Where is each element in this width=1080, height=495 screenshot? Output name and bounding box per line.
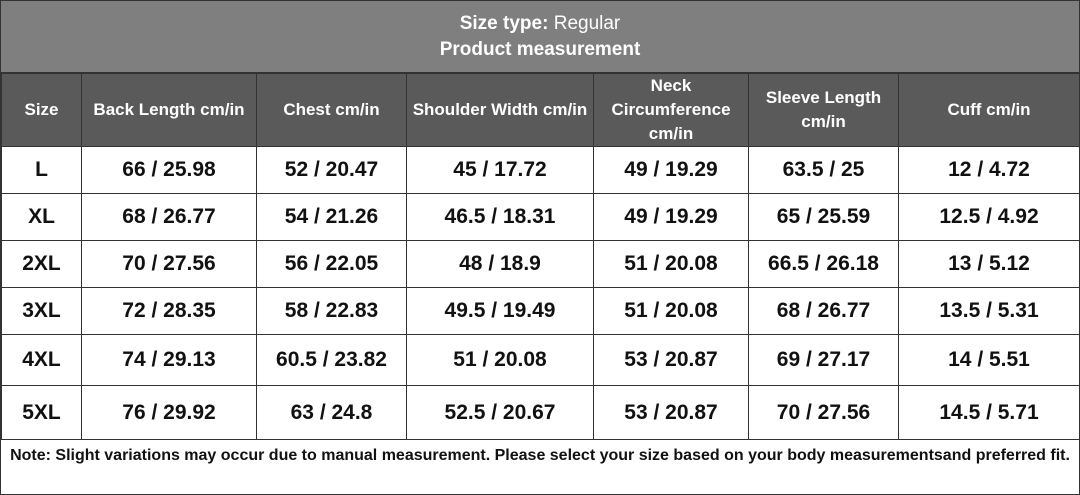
- size-cell: 4XL: [1, 334, 82, 386]
- value-cell: 56 / 22.05: [256, 240, 407, 288]
- note: Note: Slight variations may occur due to…: [10, 447, 1070, 464]
- header-row: Size Back Length cm/in Chest cm/in Shoulder…: [1, 73, 1080, 147]
- column-header: Size: [1, 73, 82, 147]
- value-cell: 60.5 / 23.82: [256, 334, 407, 386]
- row: XL 68 / 26.77 54 / 21.26 46.5 / 18.31 49 / 1…: [1, 193, 1080, 241]
- size-type-value: Regular: [553, 13, 621, 34]
- value-cell: 12.5 / 4.92: [898, 193, 1080, 241]
- value-cell: 51 / 20.08: [406, 334, 594, 386]
- size-cell: XL: [1, 193, 82, 241]
- value-cell: 72 / 28.35: [81, 287, 257, 335]
- value-cell: 14.5 / 5.71: [898, 385, 1080, 440]
- value-cell: 46.5 / 18.31: [406, 193, 594, 241]
- value-cell: 45 / 17.72: [406, 146, 594, 194]
- value-cell: 66 / 25.98: [81, 146, 257, 194]
- size-type-label: Size type:: [459, 13, 549, 34]
- value-cell: 63.5 / 25: [748, 146, 899, 194]
- value-cell: 48 / 18.9: [406, 240, 594, 288]
- column-header: Cuff cm/in: [898, 73, 1080, 147]
- value-cell: 52 / 20.47: [256, 146, 407, 194]
- value-cell: 58 / 22.83: [256, 287, 407, 335]
- value-cell: 51 / 20.08: [593, 240, 749, 288]
- row: 5XL 76 / 29.92 63 / 24.8 52.5 / 20.67 53 / 2…: [1, 385, 1080, 440]
- value-cell: 54 / 21.26: [256, 193, 407, 241]
- size-cell: L: [1, 146, 82, 194]
- value-cell: 66.5 / 26.18: [748, 240, 899, 288]
- column-header: Shoulder Width cm/in: [406, 73, 594, 147]
- size-cell: 5XL: [1, 385, 82, 440]
- value-cell: 76 / 29.92: [81, 385, 257, 440]
- value-cell: 12 / 4.72: [898, 146, 1080, 194]
- column-header: Back Length cm/in: [81, 73, 257, 147]
- value-cell: 13.5 / 5.31: [898, 287, 1080, 335]
- value-cell: 65 / 25.59: [748, 193, 899, 241]
- table: Size Back Length cm/in Chest cm/in Shoulder…: [1, 73, 1080, 440]
- value-cell: 13 / 5.12: [898, 240, 1080, 288]
- size-cell: 3XL: [1, 287, 82, 335]
- value-cell: 63 / 24.8: [256, 385, 407, 440]
- column-header: Chest cm/in: [256, 73, 407, 147]
- value-cell: 53 / 20.87: [593, 385, 749, 440]
- value-cell: 69 / 27.17: [748, 334, 899, 386]
- row: L 66 / 25.98 52 / 20.47 45 / 17.72 49 / 19.2…: [1, 146, 1080, 194]
- value-cell: 51 / 20.08: [593, 287, 749, 335]
- title: Product measurement: [439, 39, 641, 60]
- value-cell: 49 / 19.29: [593, 193, 749, 241]
- row: 3XL 72 / 28.35 58 / 22.83 49.5 / 19.49 51 / …: [1, 287, 1080, 335]
- value-cell: 74 / 29.13: [81, 334, 257, 386]
- value-cell: 70 / 27.56: [81, 240, 257, 288]
- header: Size type: Regular Product measurement: [1, 1, 1079, 73]
- value-cell: 68 / 26.77: [748, 287, 899, 335]
- row: 4XL 74 / 29.13 60.5 / 23.82 51 / 20.08 53 / …: [1, 334, 1080, 386]
- value-cell: 70 / 27.56: [748, 385, 899, 440]
- size-cell: 2XL: [1, 240, 82, 288]
- value-cell: 14 / 5.51: [898, 334, 1080, 386]
- column-header: Sleeve Length cm/in: [748, 73, 899, 147]
- value-cell: 49.5 / 19.49: [406, 287, 594, 335]
- value-cell: 53 / 20.87: [593, 334, 749, 386]
- value-cell: 52.5 / 20.67: [406, 385, 594, 440]
- value-cell: 49 / 19.29: [593, 146, 749, 194]
- value-cell: 68 / 26.77: [81, 193, 257, 241]
- row: 2XL 70 / 27.56 56 / 22.05 48 / 18.9 51 / 20.…: [1, 240, 1080, 288]
- column-header: Neck Circumference cm/in: [593, 73, 749, 147]
